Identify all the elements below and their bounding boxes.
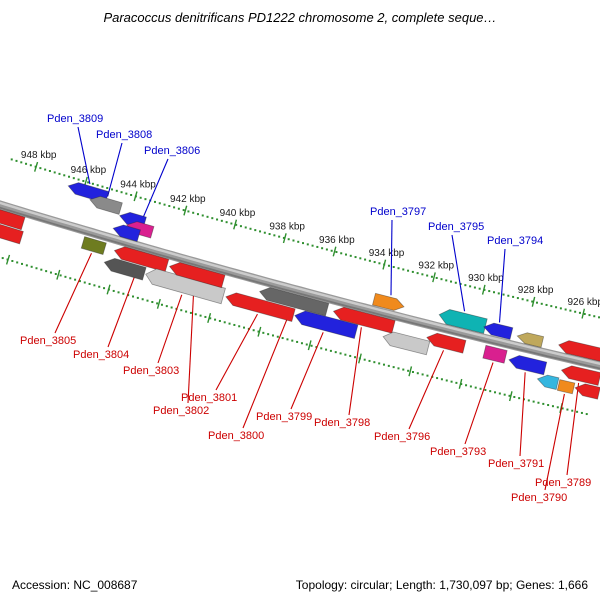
status-bar: Accession: NC_008687 Topology: circular;… (0, 572, 600, 600)
leader-line (348, 327, 362, 416)
gene-Pden_3808[interactable] (88, 194, 123, 215)
kbp-tick-label: 944 kbp (120, 180, 156, 191)
gene-Pden_3797[interactable] (372, 292, 405, 312)
gene-Pden_3799[interactable] (293, 309, 359, 339)
gene-label-Pden_3796[interactable]: Pden_3796 (374, 431, 430, 443)
gene-arrow[interactable] (516, 331, 545, 348)
gene-arrow[interactable] (381, 330, 431, 356)
gene-arrow[interactable] (103, 256, 147, 281)
gene-label-Pden_3799[interactable]: Pden_3799 (256, 411, 312, 423)
leader-line (408, 350, 445, 430)
kbp-tick-label: 940 kbp (220, 208, 256, 219)
gene-label-Pden_3809[interactable]: Pden_3809 (47, 113, 103, 125)
kbp-tick-label: 932 kbp (418, 261, 454, 272)
kbp-tick-label: 948 kbp (21, 150, 57, 161)
gene-Pden_3791[interactable] (507, 353, 548, 376)
leader-line (519, 372, 526, 457)
gene-label-Pden_3801[interactable]: Pden_3801 (181, 392, 237, 404)
leader-line (290, 332, 324, 410)
gene-Pden_3794[interactable] (482, 321, 514, 340)
gene-arrow[interactable] (557, 339, 600, 364)
leader-line (464, 362, 494, 445)
gene-label-Pden_3808[interactable]: Pden_3808 (96, 129, 152, 141)
kbp-tick-label: 930 kbp (468, 273, 504, 284)
gene-Pden_3803[interactable] (144, 266, 226, 305)
gene-arrow[interactable] (0, 205, 26, 231)
leader-line (451, 234, 466, 312)
gene-label-Pden_3805[interactable]: Pden_3805 (20, 335, 76, 347)
gene-Pden_3796[interactable] (425, 331, 467, 354)
kbp-tick-label: 946 kbp (71, 165, 107, 176)
gene-Pden_3789[interactable] (560, 364, 600, 386)
kbp-tick-label: 934 kbp (369, 248, 405, 259)
gene-Pden_3795[interactable] (437, 307, 488, 334)
topology-text: Topology: circular; Length: 1,730,097 bp… (295, 578, 588, 592)
gene-Pden_3798[interactable] (332, 305, 396, 334)
leader-line (54, 253, 93, 334)
gene-label-Pden_3793[interactable]: Pden_3793 (430, 446, 486, 458)
label-leader-lines (54, 126, 580, 491)
leader-line (242, 308, 292, 429)
gene-arrow[interactable] (536, 373, 560, 390)
gene-label-Pden_3797[interactable]: Pden_3797 (370, 206, 426, 218)
leader-line (157, 294, 183, 364)
gene-arrows (0, 182, 600, 400)
gene-arrow[interactable] (112, 223, 141, 242)
leader-line (187, 282, 195, 404)
gene-label-Pden_3804[interactable]: Pden_3804 (73, 349, 129, 361)
gene-Pden_3790[interactable] (556, 379, 576, 395)
kbp-tick-label: 942 kbp (170, 194, 206, 205)
leader-line (215, 313, 258, 391)
leader-line (141, 158, 169, 222)
leader-line (107, 142, 123, 197)
gene-Pden_3805[interactable] (80, 236, 107, 256)
gene-Pden_3800[interactable] (258, 285, 330, 317)
gene-label-Pden_3794[interactable]: Pden_3794 (487, 235, 543, 247)
gene-label-Pden_3802[interactable]: Pden_3802 (153, 405, 209, 417)
kbp-rulers: 948 kbp 946 kbp 944 kbp 942 kbp 940 kbp 938 k… (1, 150, 600, 416)
leader-line (390, 219, 393, 296)
gene-label-Pden_3791[interactable]: Pden_3791 (488, 458, 544, 470)
gene-label-Pden_3803[interactable]: Pden_3803 (123, 365, 179, 377)
gene-label-Pden_3789[interactable]: Pden_3789 (535, 477, 591, 489)
accession-text: Accession: NC_008687 (12, 578, 138, 592)
leader-line (107, 266, 139, 348)
gene-label-Pden_3806[interactable]: Pden_3806 (144, 145, 200, 157)
gene-Pden_3804[interactable] (113, 244, 170, 273)
gene-label-Pden_3798[interactable]: Pden_3798 (314, 417, 370, 429)
gene-label-Pden_3790[interactable]: Pden_3790 (511, 492, 567, 504)
gene-labels: Pden_3809Pden_3808Pden_3806Pden_3797Pden… (20, 113, 591, 504)
sequence-title: Paracoccus denitrificans PD1222 chromoso… (103, 10, 497, 25)
gene-Pden_3793[interactable] (482, 344, 508, 364)
kbp-tick-label: 938 kbp (269, 221, 305, 232)
kbp-tick-label: 936 kbp (319, 235, 355, 246)
gene-Pden_3802[interactable] (168, 260, 226, 289)
leader-line (498, 248, 506, 323)
leader-line (544, 393, 565, 491)
leader-line (566, 382, 580, 476)
gene-arrow[interactable] (574, 382, 600, 400)
kbp-tick-label: 928 kbp (518, 285, 554, 296)
leader-line (77, 126, 91, 185)
gene-label-Pden_3795[interactable]: Pden_3795 (428, 221, 484, 233)
kbp-tick-label: 926 kbp (567, 297, 600, 308)
chromosome-track (0, 200, 600, 371)
gene-label-Pden_3800[interactable]: Pden_3800 (208, 430, 264, 442)
gene-Pden_3801[interactable] (224, 291, 296, 322)
gene-arrow[interactable] (0, 220, 24, 245)
